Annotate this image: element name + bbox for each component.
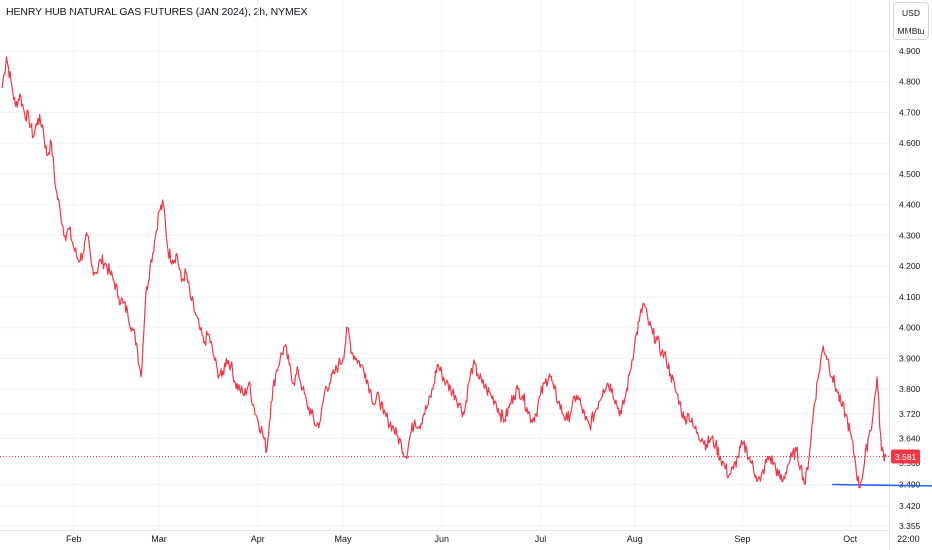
y-tick-label: 4.900 [899, 46, 921, 56]
y-tick-label: 4.000 [899, 323, 921, 333]
y-tick-label: 4.700 [899, 107, 921, 117]
y-tick-label: 4.100 [899, 292, 921, 302]
x-tick-label: Jun [434, 534, 449, 544]
y-tick-label: 3.640 [899, 433, 921, 443]
y-tick-label: 4.300 [899, 230, 921, 240]
y-tick-label: 4.400 [899, 200, 921, 210]
y-tick-label: 3.720 [899, 409, 921, 419]
x-tick-label: Apr [251, 534, 265, 544]
x-tick-label: Aug [627, 534, 643, 544]
last-price-group: 3.581 [891, 449, 920, 464]
y-tick-label: 4.500 [899, 169, 921, 179]
y-tick-label: 3.900 [899, 353, 921, 363]
x-tick-label: 22:00 [897, 534, 920, 544]
price-scale-unit-selector[interactable]: USD MMBtu [893, 2, 929, 40]
time-axis[interactable]: Feb Mar Apr May Jun Jul Aug Sep Oct 22:00 [0, 530, 920, 545]
last-price-badge [891, 449, 920, 464]
support-trendline [832, 483, 932, 487]
y-tick-label: 4.800 [899, 77, 921, 87]
y-tick-label: 4.600 [899, 138, 921, 148]
x-tick-label: Mar [151, 534, 167, 544]
y-tick-label: 3.800 [899, 384, 921, 394]
x-tick-label: May [335, 534, 353, 544]
unit-label: MMBtu [897, 26, 925, 36]
y-tick-label: 3.490 [899, 479, 921, 489]
x-tick-label: Sep [734, 534, 750, 544]
x-tick-label: Oct [843, 534, 858, 544]
chart-title: HENRY HUB NATURAL GAS FUTURES (JAN 2024)… [6, 6, 308, 18]
series-layer [1, 56, 887, 489]
currency-label: USD [902, 8, 920, 18]
x-tick-label: Feb [66, 534, 82, 544]
last-price-label: 3.581 [895, 452, 917, 462]
chart-grid [0, 0, 909, 530]
price-axis[interactable]: 4.900 4.800 4.700 4.600 4.500 4.400 4.300 4.200… [889, 0, 921, 550]
y-tick-label: 4.200 [899, 261, 921, 271]
reference-lines [0, 456, 932, 487]
x-tick-label: Jul [535, 534, 547, 544]
y-tick-label: 3.355 [899, 521, 921, 531]
y-tick-label: 3.420 [899, 501, 921, 511]
price-series-line [1, 56, 887, 489]
